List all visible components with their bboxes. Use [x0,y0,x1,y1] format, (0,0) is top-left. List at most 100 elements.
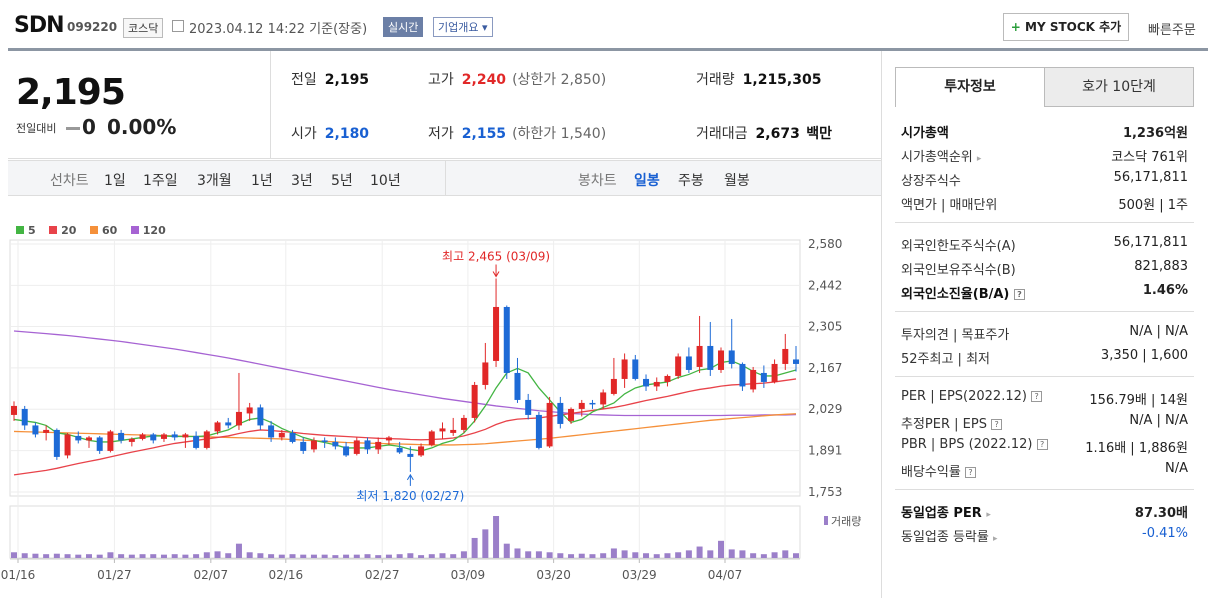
volume-bar [428,554,435,558]
candle-body [128,438,135,442]
candle-body [557,402,564,424]
info-row-cap-rank[interactable]: 시가총액순위 ▸ 코스닥 761위 [901,146,1188,166]
volume-bar [278,554,285,558]
help-icon[interactable]: ? [1031,391,1043,402]
calendar-icon [172,20,184,32]
candle-body [75,435,82,441]
info-row-par-value: 액면가 | 매매단위 500원 | 1주 [901,194,1188,214]
corp-info-dropdown[interactable]: 기업개요 ▾ [433,17,493,37]
candle-monthly[interactable]: 월봉 [724,173,750,189]
volume-bar [493,516,500,558]
info-row-dividend: 배당수익률 ? N/A [901,461,1188,481]
trade-amount: 거래대금 2,673 백만 [696,123,832,143]
info-label: 액면가 | 매매단위 [901,198,998,213]
volume-bar [407,553,414,558]
amount-unit: 백만 [806,126,833,142]
x-tick-label: 02/16 [269,568,304,582]
candle-body [193,435,200,448]
change-label: 전일대비 [16,122,57,135]
period-1d[interactable]: 1일 [104,173,126,189]
volume-bar [375,555,382,558]
tab-invest-info[interactable]: 투자정보 [895,67,1045,107]
candle-body [235,411,242,426]
info-value: 56,171,811 [1113,235,1188,250]
period-10y[interactable]: 10년 [370,173,401,189]
period-1y[interactable]: 1년 [251,173,273,189]
stock-name: SDN [14,13,65,38]
candle-body [225,422,232,426]
prev-close-value: 2,195 [324,72,370,88]
open-price: 시가 2,180 [291,123,369,143]
tab-order-book[interactable]: 호가 10단계 [1044,67,1194,107]
help-icon[interactable]: ? [1036,439,1048,450]
x-tick-label: 01/16 [1,568,36,582]
legend-ma20-label: 20 [61,224,77,237]
volume-bar [353,554,360,558]
candle-body [578,402,585,409]
candle-body [707,345,714,370]
period-3y[interactable]: 3년 [291,173,313,189]
high-arrow-head [492,271,500,278]
ma20-swatch [49,226,58,234]
candle-body [460,417,467,430]
volume-bar [610,548,617,558]
plus-icon: + [1010,20,1021,34]
info-row-est-per: 추정PER | EPS ? N/A | N/A [901,413,1188,433]
volume-bar [364,554,371,558]
volume-bar [739,550,746,558]
volume-bar [85,554,92,558]
period-1w[interactable]: 1주일 [143,173,178,189]
volume-bar [182,554,189,558]
candle-body [450,429,457,433]
candle-body [471,384,478,418]
open-label: 시가 [291,126,317,142]
info-row-per: PER | EPS(2022.12) ? 156.79배 | 14원 [901,389,1188,409]
info-row-industry-change[interactable]: 동일업종 등락률 ▸ -0.41% [901,526,1188,546]
help-icon[interactable]: ? [1013,289,1025,300]
ma5-swatch [16,226,24,234]
candle-body [396,447,403,453]
info-row-industry-per[interactable]: 동일업종 PER ▸ 87.30배 [901,502,1188,522]
info-value: 87.30배 [1134,506,1188,521]
help-icon[interactable]: ? [991,419,1003,430]
x-tick-label: 03/09 [451,568,486,582]
volume-legend-label: 거래량 [831,515,861,528]
period-3m[interactable]: 3개월 [197,173,232,189]
ma120-line [13,330,797,417]
add-mystock-label: MY STOCK 추가 [1025,20,1122,34]
candle-body [353,440,360,454]
info-value: 코스닥 761위 [1111,150,1188,165]
candle-chart-label: 봉차트 [578,173,617,189]
candle-body [525,399,532,415]
volume-bar [418,555,425,558]
candle-body [428,431,435,445]
volume-panel-frame [9,505,801,559]
candle-body [150,434,157,441]
volume-bar [75,554,82,558]
help-icon[interactable]: ? [964,467,976,478]
ma60-swatch [89,226,98,234]
info-divider [895,222,1194,223]
info-row-opinion: 투자의견 | 목표주가 N/A | N/A [901,324,1188,344]
volume-bar [685,550,692,558]
amount-value: 2,673 [755,126,800,142]
price-chart[interactable]: 2,580 2,442 2,305 2,167 2,029 1,891 1,753 01/16… [0,200,881,598]
y-tick-label: 2,305 [808,319,842,333]
volume-bar [160,554,167,558]
volume-bar [632,552,639,558]
volume-bar [235,543,242,558]
volume-bar [225,553,232,558]
add-mystock-button[interactable]: + MY STOCK 추가 [1003,13,1129,41]
period-5y[interactable]: 5년 [331,173,353,189]
candle-daily[interactable]: 일봉 [634,173,660,189]
flat-change-icon [66,127,80,130]
candle-body [793,359,799,364]
legend-ma120-label: 120 [142,224,166,237]
candle-weekly[interactable]: 주봉 [678,173,704,189]
volume-legend-swatch [824,516,828,525]
chevron-right-icon: ▸ [976,154,982,164]
candle-body [535,414,542,448]
candle-body [675,356,682,376]
realtime-badge[interactable]: 실시간 [383,17,424,37]
quick-order-button[interactable]: 빠른주문 [1148,23,1196,38]
